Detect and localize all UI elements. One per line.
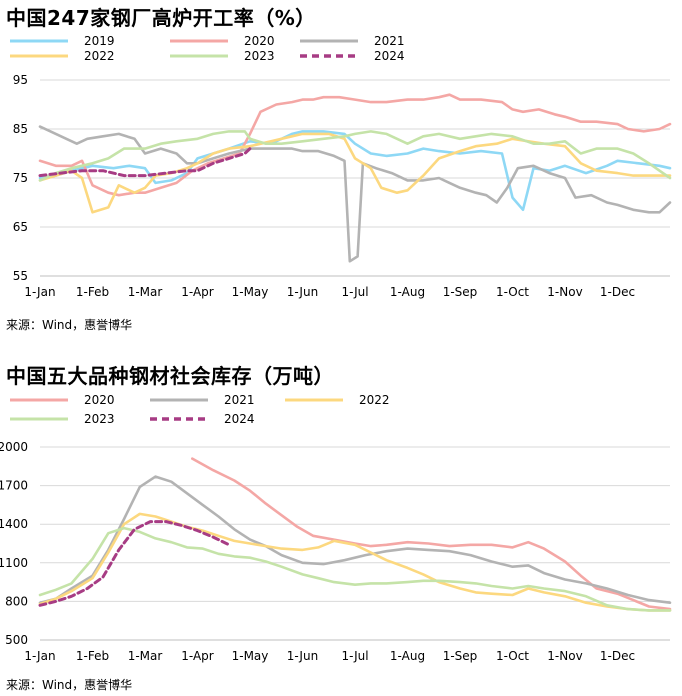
chart-title-blast-furnace: 中国247家钢厂高炉开工率（%）	[6, 6, 316, 30]
steel-inventory-y-tick-label: 2000	[0, 440, 28, 454]
blast-furnace-series-2023-line	[38, 130, 672, 182]
blast-furnace-y-tick-label: 85	[13, 122, 28, 136]
steel-inventory-y-tick-label: 1100	[0, 556, 28, 570]
steel-inventory-x-tick-label: 1-Sep	[443, 649, 478, 663]
steel-inventory-legend-label-2024: 2024	[224, 412, 255, 426]
blast-furnace-x-tick-label: 1-Jun	[287, 285, 318, 299]
blast-furnace-x-tick-label: 1-Jan	[24, 285, 55, 299]
blast-furnace-series-2019-line	[38, 130, 672, 212]
blast-furnace-legend-label-2022: 2022	[84, 49, 115, 63]
blast-furnace-legend-label-2020: 2020	[244, 34, 275, 48]
blast-furnace-x-tick-label: 1-Feb	[76, 285, 109, 299]
blast-furnace-series-2021-line	[38, 125, 672, 263]
steel-inventory-x-tick-label: 1-Nov	[547, 649, 582, 663]
source-note-steel-inventory: 来源：Wind，惠誉博华	[6, 678, 133, 692]
blast-furnace-legend-label-2023: 2023	[244, 49, 275, 63]
steel-inventory-legend-label-2023: 2023	[84, 412, 115, 426]
blast-furnace-x-tick-label: 1-Oct	[496, 285, 529, 299]
steel-inventory-chart: 500 800 1100 1400 1700 2000 1-Jan 1-Feb 1-Mar 1-A…	[0, 393, 672, 663]
blast-furnace-y-tick-label: 55	[13, 269, 28, 283]
blast-furnace-x-tick-label: 1-Sep	[443, 285, 478, 299]
steel-inventory-x-tick-label: 1-Jan	[24, 649, 55, 663]
blast-furnace-x-tick-label: 1-Jul	[341, 285, 368, 299]
steel-inventory-legend-label-2022: 2022	[359, 393, 390, 407]
blast-furnace-legend-label-2019: 2019	[84, 34, 115, 48]
steel-inventory-series-2024-line	[38, 520, 231, 607]
steel-inventory-x-tick-label: 1-Mar	[128, 649, 163, 663]
steel-inventory-legend-label-2021: 2021	[224, 393, 255, 407]
blast-furnace-chart: 55 65 75 85 95 1-Jan 1-Feb 1-Mar 1-Apr 1-May 1-Jun…	[10, 34, 672, 299]
blast-furnace-legend-label-2021: 2021	[374, 34, 405, 48]
blast-furnace-x-tick-label: 1-Aug	[390, 285, 425, 299]
blast-furnace-y-tick-label: 65	[13, 220, 28, 234]
blast-furnace-x-tick-label: 1-Mar	[128, 285, 163, 299]
blast-furnace-x-tick-label: 1-Dec	[600, 285, 635, 299]
blast-furnace-y-tick-label: 75	[13, 171, 28, 185]
chart-title-steel-inventory: 中国五大品种钢材社会库存（万吨）	[6, 364, 334, 388]
blast-furnace-y-tick-label: 95	[13, 73, 28, 87]
steel-inventory-y-tick-label: 1700	[0, 479, 28, 493]
blast-furnace-series-2024-line	[38, 147, 252, 178]
steel-inventory-x-tick-label: 1-Jun	[287, 649, 318, 663]
steel-inventory-series-2023-line	[38, 526, 672, 612]
blast-furnace-x-tick-label: 1-May	[232, 285, 269, 299]
steel-inventory-legend-label-2020: 2020	[84, 393, 115, 407]
steel-inventory-y-tick-label: 800	[5, 594, 28, 608]
steel-inventory-y-tick-label: 500	[5, 633, 28, 647]
source-note-blast-furnace: 来源：Wind，惠誉博华	[6, 318, 133, 332]
blast-furnace-legend-label-2024: 2024	[374, 49, 405, 63]
steel-inventory-x-tick-label: 1-May	[232, 649, 269, 663]
blast-furnace-series-2020-line	[38, 93, 672, 197]
steel-inventory-x-tick-label: 1-Aug	[390, 649, 425, 663]
steel-inventory-x-tick-label: 1-Jul	[341, 649, 368, 663]
steel-inventory-x-tick-label: 1-Dec	[600, 649, 635, 663]
steel-inventory-series-2021-line	[38, 475, 672, 604]
steel-inventory-y-tick-label: 1400	[0, 517, 28, 531]
steel-inventory-x-tick-label: 1-Apr	[181, 649, 214, 663]
steel-inventory-x-tick-label: 1-Feb	[76, 649, 109, 663]
blast-furnace-x-tick-label: 1-Apr	[181, 285, 214, 299]
steel-inventory-series-2022-line	[38, 512, 672, 612]
blast-furnace-series-2022-line	[38, 132, 672, 214]
blast-furnace-x-tick-label: 1-Nov	[547, 285, 582, 299]
steel-inventory-x-tick-label: 1-Oct	[496, 649, 529, 663]
